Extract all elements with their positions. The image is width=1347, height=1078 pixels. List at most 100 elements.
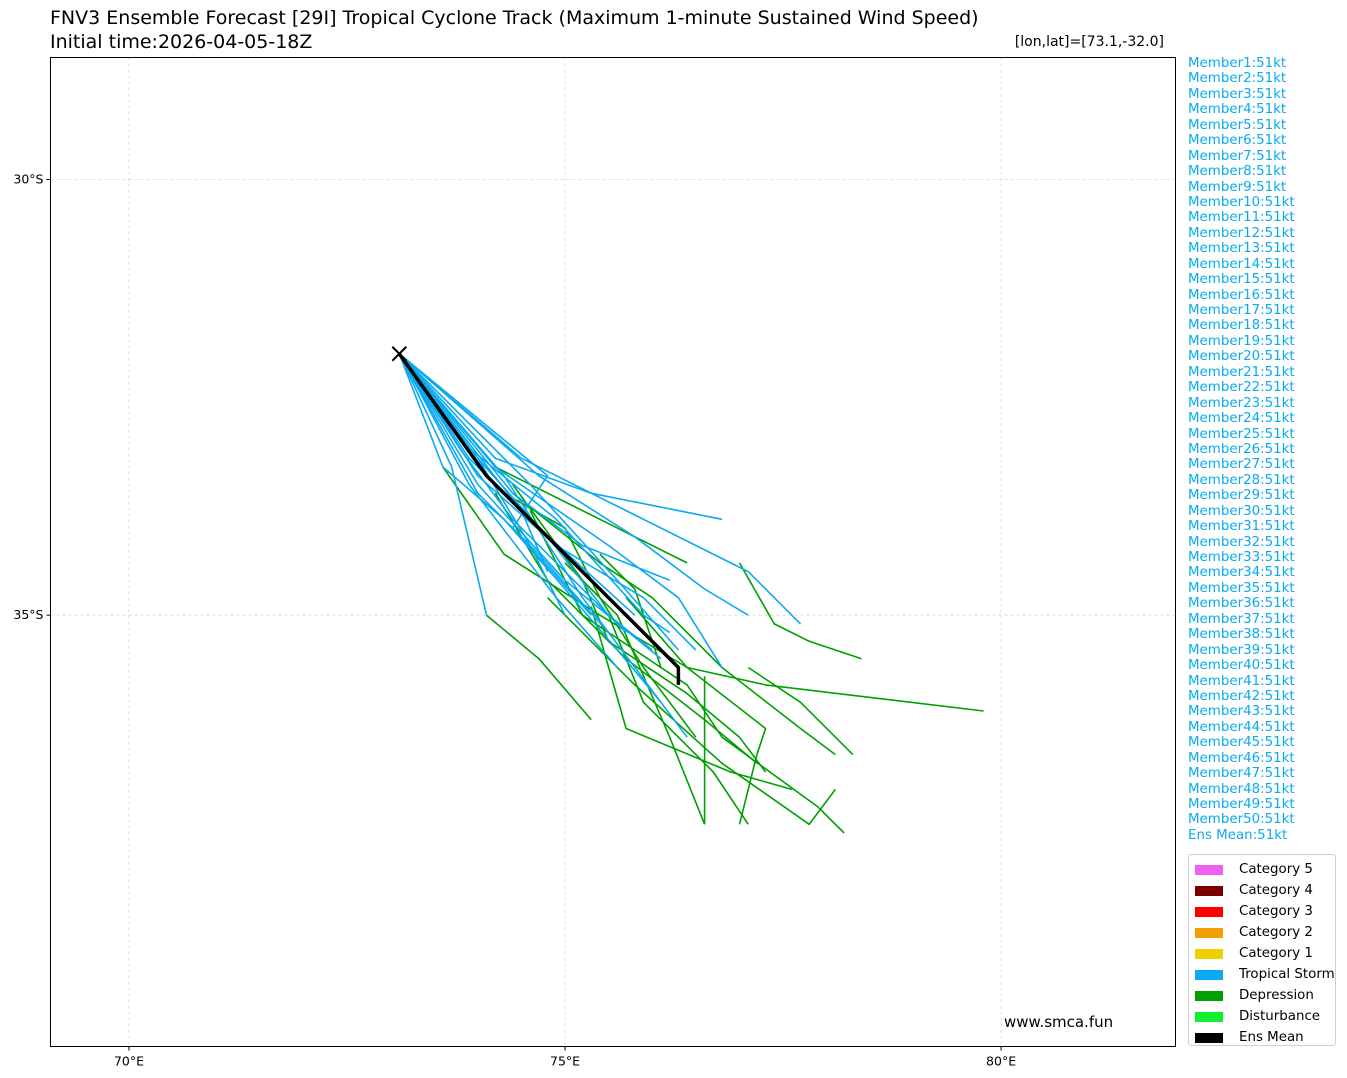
depression-track [564, 562, 706, 825]
ensemble-mean-track [397, 352, 681, 685]
storm-track [398, 353, 592, 616]
track-lines [397, 352, 984, 834]
member-entry: Member27:51kt [1188, 457, 1295, 473]
legend-item: Tropical Storm [1195, 964, 1335, 985]
member-entry: Member43:51kt [1188, 704, 1295, 720]
start-marker-group [391, 346, 408, 362]
member-entry: Member15:51kt [1188, 272, 1295, 288]
storm-track [398, 353, 670, 582]
member-entry: Member31:51kt [1188, 519, 1295, 535]
storm-track [398, 353, 723, 668]
member-entry: Member25:51kt [1188, 426, 1295, 442]
member-entry: Member50:51kt [1188, 812, 1295, 828]
member-entry: Member26:51kt [1188, 441, 1295, 457]
legend: Category 5 Category 4 Category 3 Category 2… [1188, 854, 1336, 1046]
legend-swatch [1195, 927, 1223, 938]
member-entry: Member9:51kt [1188, 179, 1287, 195]
member-entry: Member18:51kt [1188, 318, 1295, 334]
member-entry: Member36:51kt [1188, 596, 1295, 612]
depression-track [442, 466, 984, 712]
member-entry: Member41:51kt [1188, 673, 1295, 689]
legend-label: Category 3 [1239, 904, 1313, 919]
depression-track [747, 666, 854, 756]
member-entry: Member37:51kt [1188, 611, 1295, 627]
member-entry: Member34:51kt [1188, 565, 1295, 581]
depression-track [590, 606, 793, 791]
legend-item: Category 1 [1195, 943, 1329, 964]
member-entry: Member45:51kt [1188, 735, 1295, 751]
member-entry: Member8:51kt [1188, 164, 1287, 180]
member-entry: Member2:51kt [1188, 71, 1287, 87]
storm-track [398, 353, 749, 616]
x-tick-label: 75°E [550, 1054, 580, 1069]
member-entry: Member39:51kt [1188, 642, 1295, 658]
member-entry: Ens Mean:51kt [1188, 827, 1288, 843]
legend-swatch [1195, 969, 1223, 980]
member-entry: Member38:51kt [1188, 627, 1295, 643]
member-entry: Member19:51kt [1188, 333, 1295, 349]
member-entry: Member14:51kt [1188, 256, 1295, 272]
member-entry: Member6:51kt [1188, 133, 1287, 149]
member-entry: Member17:51kt [1188, 303, 1295, 318]
member-entry: Member5:51kt [1188, 117, 1287, 133]
member-entry: Member1:51kt [1188, 56, 1287, 71]
legend-label: Category 1 [1239, 946, 1313, 961]
legend-label: Depression [1239, 988, 1314, 1003]
member-entry: Member28:51kt [1188, 472, 1295, 488]
plot-area [50, 57, 1176, 1047]
member-entry: Member22:51kt [1188, 380, 1295, 396]
member-entry: Member47:51kt [1188, 766, 1295, 782]
watermark: www.smca.fun [1004, 1013, 1114, 1031]
legend-label: Ens Mean [1239, 1030, 1304, 1045]
legend-swatch [1195, 990, 1223, 1001]
start-marker [391, 346, 408, 362]
member-wind-list: Member1:51kt Member2:51kt Member3:51kt Memb… [1188, 56, 1295, 843]
member-entry: Member10:51kt [1188, 194, 1295, 210]
legend-item: Category 4 [1195, 880, 1329, 901]
member-entry: Member35:51kt [1188, 580, 1295, 596]
member-entry: Member40:51kt [1188, 658, 1295, 674]
legend-item: Category 5 [1195, 859, 1329, 880]
position-label: [lon,lat]=[73.1,-32.0] [1014, 34, 1164, 50]
legend-label: Disturbance [1239, 1009, 1321, 1024]
member-entry: Member21:51kt [1188, 364, 1295, 380]
member-entry: Member11:51kt [1188, 210, 1295, 226]
member-entry: Member3:51kt [1188, 86, 1287, 102]
y-tick-label: 30°S [13, 171, 43, 186]
storm-track [398, 353, 802, 625]
y-tick-label: 35°S [13, 607, 43, 622]
member-entry: Member42:51kt [1188, 688, 1295, 704]
legend-item: Disturbance [1195, 1006, 1329, 1027]
member-entry: Member29:51kt [1188, 488, 1295, 504]
member-entry: Member33:51kt [1188, 550, 1295, 565]
storm-track [398, 353, 619, 669]
member-entry: Member13:51kt [1188, 241, 1295, 257]
x-tick-label: 80°E [986, 1054, 1016, 1069]
legend-label: Category 2 [1239, 925, 1313, 940]
legend-item: Category 3 [1195, 901, 1329, 922]
storm-track [398, 353, 610, 634]
member-entry: Member23:51kt [1188, 395, 1295, 411]
storm-track [398, 353, 488, 616]
storm-track [398, 353, 680, 651]
depression-track [494, 492, 758, 764]
member-entry: Member12:51kt [1188, 225, 1295, 241]
legend-swatch [1195, 864, 1223, 875]
depression-track [512, 484, 767, 773]
legend-swatch [1195, 1011, 1223, 1022]
initial-time-label: Initial time:2026-04-05-18Z [50, 31, 313, 53]
x-tick-label: 70°E [114, 1054, 144, 1069]
member-entry: Member48:51kt [1188, 781, 1295, 797]
legend-item: Depression [1195, 985, 1329, 1006]
depression-track [738, 562, 862, 660]
legend-swatch [1195, 885, 1223, 896]
member-entry: Member7:51kt [1188, 148, 1287, 164]
member-entry: Member24:51kt [1188, 411, 1295, 427]
member-entry: Member16:51kt [1188, 287, 1295, 303]
legend-item: Ens Mean [1195, 1027, 1329, 1048]
legend-label: Category 5 [1239, 862, 1313, 877]
member-entry: Member44:51kt [1188, 719, 1295, 735]
legend-swatch [1195, 1032, 1223, 1043]
depression-track [485, 614, 592, 721]
